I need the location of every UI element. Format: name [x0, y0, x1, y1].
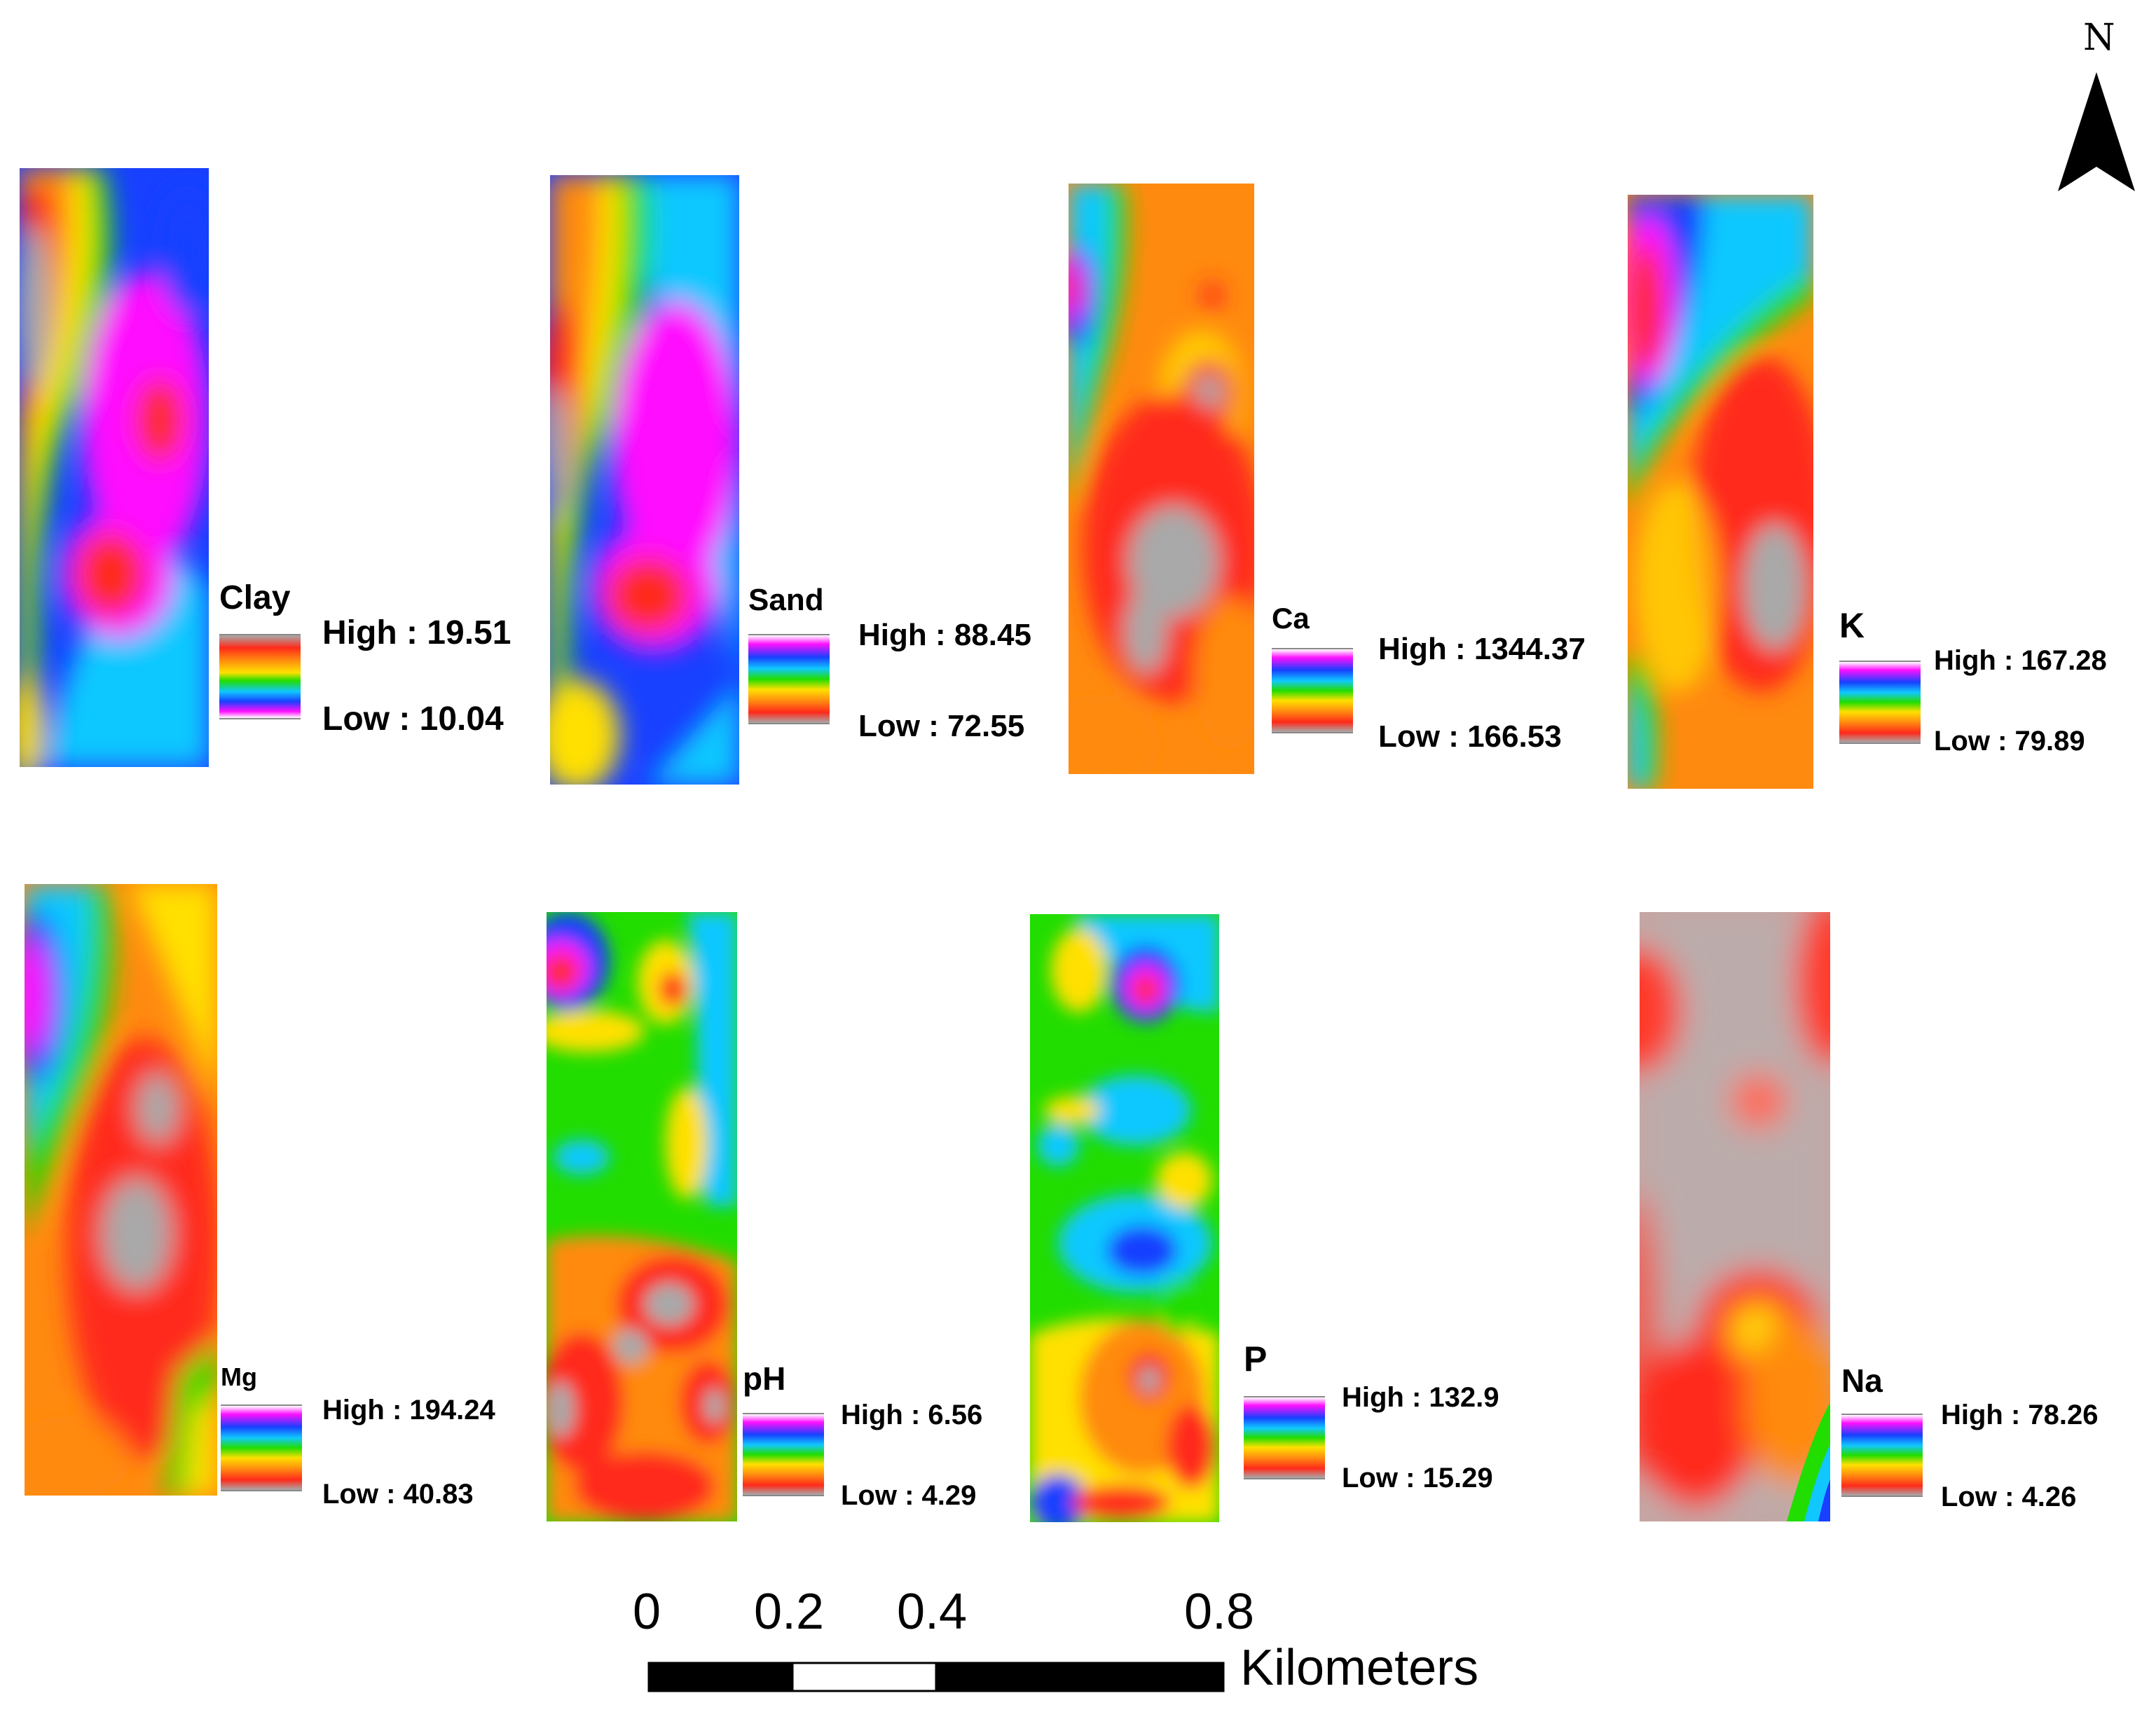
- legend-low-ph: Low : 4.29: [841, 1480, 977, 1511]
- legend-swatch-p: [1244, 1396, 1325, 1479]
- legend-high-clay: High : 19.51: [322, 614, 511, 651]
- legend-swatch-k: [1839, 661, 1921, 744]
- scale-tick-0.4: 0.4: [897, 1584, 968, 1640]
- map-na: [1640, 912, 1830, 1521]
- legend-high-mg: High : 194.24: [322, 1395, 495, 1425]
- scale-tick-0.2: 0.2: [754, 1584, 825, 1640]
- legend-high-na: High : 78.26: [1941, 1400, 2099, 1430]
- legend-title-p: P: [1244, 1339, 1268, 1379]
- map-p: [1030, 914, 1219, 1522]
- map-sand: [550, 175, 739, 785]
- north-arrow-icon: [2058, 72, 2135, 191]
- map-clay: [20, 168, 209, 767]
- legend-swatch-mg: [221, 1404, 302, 1491]
- legend-high-ca: High : 1344.37: [1378, 632, 1586, 666]
- north-label: N: [2083, 17, 2115, 59]
- legend-low-sand: Low : 72.55: [858, 709, 1025, 743]
- legend-low-k: Low : 79.89: [1934, 726, 2085, 757]
- legend-high-sand: High : 88.45: [858, 618, 1031, 652]
- legend-high-ph: High : 6.56: [841, 1400, 983, 1430]
- scale-tick-0: 0: [633, 1584, 661, 1640]
- legend-low-na: Low : 4.26: [1941, 1482, 2077, 1512]
- legend-swatch-na: [1841, 1414, 1923, 1497]
- legend-title-k: K: [1839, 606, 1865, 645]
- legend-swatch-ph: [743, 1413, 824, 1496]
- legend-swatch-sand: [748, 634, 830, 724]
- map-k: [1628, 195, 1813, 789]
- legend-low-ca: Low : 166.53: [1378, 719, 1562, 754]
- legend-low-clay: Low : 10.04: [322, 700, 504, 738]
- legend-low-p: Low : 15.29: [1342, 1463, 1493, 1493]
- legend-swatch-clay: [219, 634, 301, 719]
- legend-swatch-ca: [1272, 648, 1353, 733]
- legend-high-k: High : 167.28: [1934, 645, 2107, 676]
- map-ph: [547, 912, 737, 1521]
- legend-title-mg: Mg: [221, 1362, 257, 1391]
- legend-low-mg: Low : 40.83: [322, 1479, 474, 1510]
- legend-title-sand: Sand: [748, 583, 824, 617]
- scale-tick-0.8: 0.8: [1184, 1584, 1255, 1640]
- map-mg: [25, 884, 217, 1496]
- legend-title-ca: Ca: [1272, 602, 1310, 635]
- legend-title-na: Na: [1841, 1362, 1883, 1399]
- scale-unit-label: Kilometers: [1240, 1640, 1479, 1696]
- legend-title-clay: Clay: [219, 579, 291, 616]
- legend-title-ph: pH: [743, 1360, 786, 1397]
- legend-high-p: High : 132.9: [1342, 1382, 1499, 1413]
- map-ca: [1069, 184, 1254, 774]
